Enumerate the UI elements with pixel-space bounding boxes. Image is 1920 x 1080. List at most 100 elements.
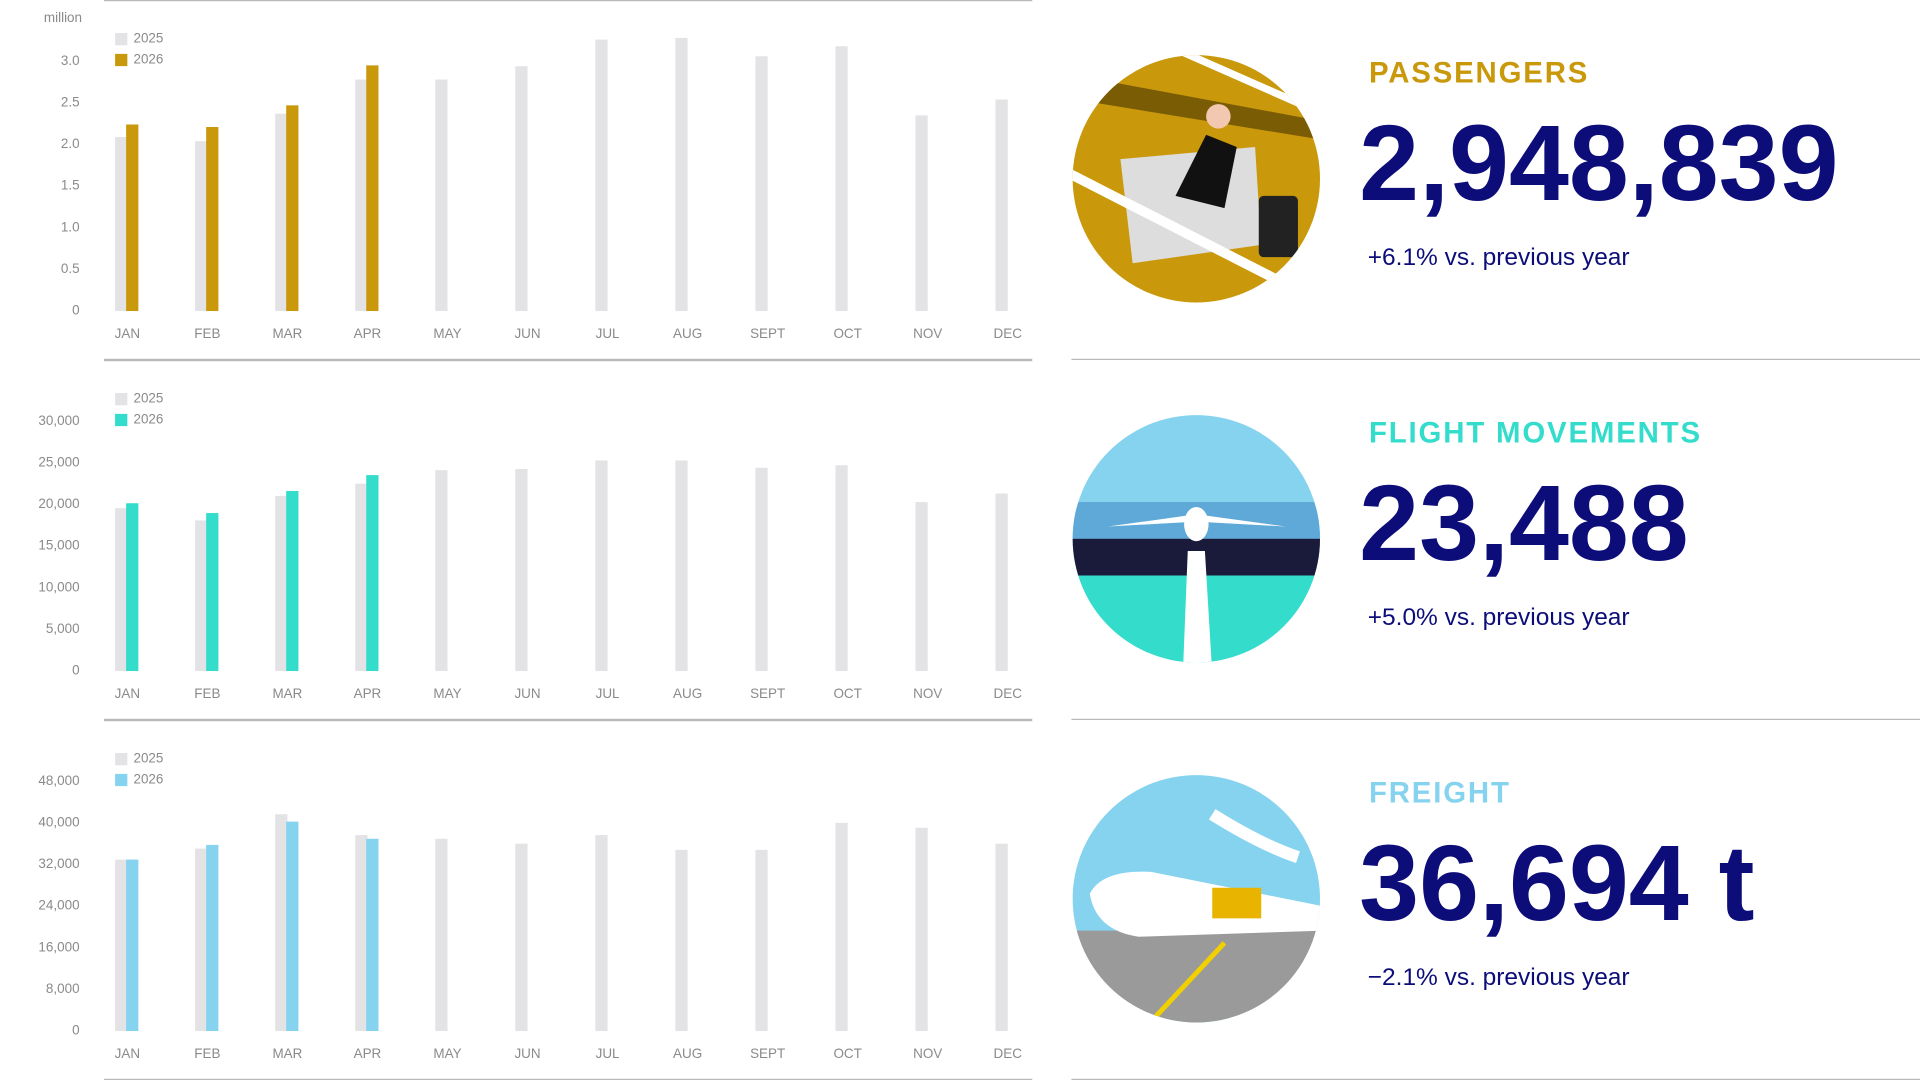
legend-label: 2025 (133, 391, 163, 406)
x-tick-label: DEC (994, 1046, 1023, 1061)
y-tick-label: 1.5 (61, 178, 80, 193)
bar (915, 115, 928, 312)
panel-value: 36,694 t (1359, 822, 1754, 943)
legend-swatch (115, 393, 128, 406)
bar (755, 56, 768, 312)
bar (355, 79, 368, 312)
bar (126, 124, 139, 312)
bar (595, 39, 608, 312)
legend-swatch (115, 413, 128, 427)
bar (195, 848, 208, 1032)
bar (355, 835, 368, 1032)
x-tick-label: OCT (833, 1046, 861, 1061)
bar (206, 127, 219, 312)
legend-label: 2025 (133, 751, 163, 766)
x-tick-label: OCT (833, 686, 861, 701)
panel-value: 23,488 (1359, 462, 1689, 583)
bar (115, 859, 128, 1032)
panel-title: FREIGHT (1369, 776, 1511, 809)
bar (995, 843, 1008, 1032)
x-tick-label: OCT (833, 326, 861, 341)
bar (286, 821, 299, 1032)
bar (515, 843, 528, 1032)
y-tick-label: 16,000 (38, 939, 79, 954)
bar-chart: 0 5,000 10,000 15,000 20,000 25,000 30,000 2025… (38, 360, 1033, 720)
y-tick-label: 48,000 (38, 773, 79, 788)
bar (915, 502, 928, 672)
bar (515, 469, 528, 672)
bar (435, 838, 448, 1032)
x-tick-label: JAN (115, 686, 140, 701)
bar (435, 470, 448, 672)
bar (126, 503, 139, 672)
bar (355, 483, 368, 672)
x-tick-label: FEB (194, 686, 220, 701)
x-tick-label: JUL (596, 1046, 620, 1061)
panel-value: 2,948,839 (1359, 102, 1838, 223)
bar (835, 822, 848, 1032)
y-tick-label: 40,000 (38, 814, 79, 829)
bar (286, 491, 299, 672)
bar (126, 859, 139, 1032)
x-tick-label: APR (354, 686, 382, 701)
x-tick-label: JUL (596, 686, 620, 701)
bar (275, 495, 288, 672)
panel-title: FLIGHT MOVEMENTS (1369, 416, 1702, 449)
bar (206, 844, 219, 1032)
bar (675, 37, 688, 312)
bar (366, 838, 379, 1032)
bar (115, 136, 128, 312)
y-tick-label: 24,000 (38, 898, 79, 913)
legend-label: 2026 (133, 412, 163, 427)
panel-change: +6.1% vs. previous year (1368, 244, 1630, 271)
bar (755, 467, 768, 672)
y-tick-label: 10,000 (38, 579, 79, 594)
stat-panel: FLIGHT MOVEMENTS 23,488 +5.0% vs. previous… (1071, 416, 1920, 720)
stat-panels: PASSENGERS 2,948,839 +6.1% vs. previous ye… (1071, 56, 1920, 1080)
y-tick-label: 0 (72, 663, 79, 678)
legend-label: 2025 (133, 31, 163, 46)
bar (435, 79, 448, 312)
x-tick-label: MAR (272, 1046, 302, 1061)
bar (515, 66, 528, 312)
bar (995, 99, 1008, 312)
x-tick-label: NOV (913, 326, 942, 341)
x-tick-label: JUN (514, 686, 540, 701)
legend-swatch (115, 33, 128, 46)
x-tick-label: MAR (272, 326, 302, 341)
bar-chart: million 0 0.5 1.0 1.5 2.0 2.5 3.0 2025 2026 JAN FEB… (44, 0, 1033, 360)
panel-change: +5.0% vs. previous year (1368, 604, 1630, 631)
legend-swatch (115, 753, 128, 766)
bar (675, 460, 688, 672)
bar (915, 827, 928, 1032)
legend-swatch (115, 773, 128, 787)
bar (835, 465, 848, 672)
x-tick-label: MAY (433, 326, 461, 341)
y-tick-label: 5,000 (46, 621, 80, 636)
x-tick-label: JAN (115, 326, 140, 341)
bar (275, 113, 288, 312)
y-tick-label: 30,000 (38, 413, 79, 428)
bar (195, 520, 208, 672)
y-tick-label: 25,000 (38, 454, 79, 469)
x-tick-label: AUG (673, 686, 702, 701)
bar (366, 65, 379, 312)
y-tick-label: 0 (72, 1023, 79, 1038)
bar (835, 46, 848, 312)
x-tick-label: MAY (433, 686, 461, 701)
bar (275, 814, 288, 1032)
x-tick-label: AUG (673, 1046, 702, 1061)
legend-label: 2026 (133, 52, 163, 67)
y-tick-label: 0.5 (61, 261, 80, 276)
x-tick-label: DEC (994, 326, 1023, 341)
x-tick-label: JUL (596, 326, 620, 341)
x-tick-label: DEC (994, 686, 1023, 701)
y-tick-label: 1.0 (61, 219, 80, 234)
x-tick-label: SEPT (750, 1046, 785, 1061)
stat-panel: PASSENGERS 2,948,839 +6.1% vs. previous ye… (1071, 56, 1920, 360)
x-tick-label: AUG (673, 326, 702, 341)
bar (995, 493, 1008, 672)
bar (675, 849, 688, 1032)
